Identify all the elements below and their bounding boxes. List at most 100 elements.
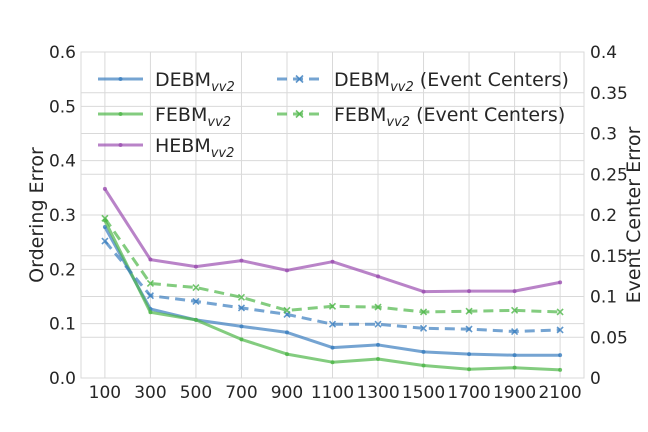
y-tick-label-right: 0.05: [590, 328, 628, 348]
y-tick-label-right: 0.1: [590, 288, 617, 308]
data-point: [558, 353, 563, 358]
legend-label: DEBMvv2: [155, 69, 235, 95]
legend: DEBMvv2 FEBMvv2 HEBMvv2 DEBMvv2 (Event Cent…: [98, 69, 569, 161]
y-tick-label-right: 0.4: [590, 43, 617, 63]
data-point: [193, 264, 198, 269]
y-axis-label-right: Event Center Error: [623, 126, 645, 303]
series-line: [103, 240, 561, 333]
legend-label: FEBMvv2 (Event Centers): [334, 104, 565, 130]
data-point: [239, 258, 244, 263]
data-point: [558, 280, 563, 285]
data-point: [467, 367, 472, 372]
data-point: [556, 308, 564, 316]
legend-marker: [118, 143, 123, 147]
x-tick-label: 100: [89, 383, 121, 403]
data-point: [467, 289, 472, 294]
data-point: [512, 353, 517, 358]
data-point: [330, 360, 335, 365]
data-point: [237, 304, 246, 312]
grid: [80, 51, 585, 379]
x-tick-label: 300: [134, 383, 166, 403]
legend-marker: [118, 112, 123, 116]
series-3: [101, 237, 564, 336]
data-point: [193, 317, 198, 322]
y-axis-label-left: Ordering Error: [26, 147, 48, 283]
data-point: [511, 327, 519, 336]
series-2: [102, 186, 563, 294]
legend-label: HEBMvv2: [155, 135, 234, 161]
data-point: [237, 293, 246, 301]
data-point: [512, 365, 517, 370]
x-tick-label: 1500: [402, 383, 445, 403]
data-point: [192, 283, 200, 292]
data-point: [465, 325, 473, 333]
y-tick-label-left: 0.3: [49, 206, 76, 226]
tick-layer: 100 300 500 700 900 1100 1300 1500 1700 1900 2100 0…: [49, 43, 628, 403]
y-tick-label-left: 0.1: [49, 315, 76, 335]
data-point: [421, 349, 426, 354]
y-tick-label-right: 0.3: [590, 125, 617, 145]
data-point: [421, 363, 426, 368]
data-point: [102, 224, 107, 229]
data-point: [284, 352, 289, 357]
legend-entry-3: DEBMvv2 (Event Centers): [277, 69, 569, 95]
data-point: [374, 320, 382, 328]
data-point: [421, 289, 426, 294]
y-tick-label-right: 0.35: [590, 84, 628, 104]
data-point: [376, 342, 381, 347]
data-point: [284, 330, 289, 335]
data-point: [419, 324, 428, 332]
data-point: [511, 306, 519, 314]
data-point: [328, 302, 337, 310]
x-tick-label: 700: [225, 383, 257, 403]
data-point: [558, 367, 563, 372]
y-tick-label-left: 0.4: [49, 152, 76, 172]
data-point: [512, 289, 517, 294]
data-point: [146, 292, 154, 300]
data-point: [239, 337, 244, 342]
series-4: [101, 214, 564, 316]
y-tick-label-right: 0.15: [590, 247, 628, 267]
x-tick-label: 1900: [493, 383, 536, 403]
legend-marker: [295, 74, 304, 84]
y-tick-label-left: 0.6: [49, 43, 76, 63]
legend-marker: [295, 109, 304, 119]
data-point: [192, 297, 200, 305]
data-point: [101, 214, 109, 222]
legend-marker: [118, 77, 123, 81]
y-tick-label-right: 0: [590, 369, 601, 389]
legend-entry-1: FEBMvv2: [98, 104, 231, 130]
legend-label: FEBMvv2: [155, 104, 231, 130]
data-point: [419, 308, 428, 316]
data-point: [283, 306, 291, 314]
data-point: [328, 320, 337, 328]
legend-entry-2: HEBMvv2: [98, 135, 234, 161]
x-tick-label: 900: [271, 383, 303, 403]
series-layer: [101, 186, 564, 372]
data-point: [148, 310, 153, 315]
data-point: [284, 268, 289, 273]
x-tick-label: 1100: [311, 383, 354, 403]
legend-entry-0: DEBMvv2: [98, 69, 235, 95]
y-tick-label-left: 0.5: [49, 97, 76, 117]
data-point: [148, 257, 153, 262]
plot-frame: [80, 51, 585, 379]
data-point: [467, 352, 472, 357]
data-point: [376, 274, 381, 279]
x-tick-label: 2100: [538, 383, 581, 403]
y-tick-label-left: 0.0: [49, 369, 76, 389]
x-tick-label: 500: [180, 383, 212, 403]
data-point: [146, 279, 154, 288]
data-point: [374, 303, 382, 311]
x-tick-label: 1700: [447, 383, 490, 403]
x-tick-label: 1300: [356, 383, 399, 403]
data-point: [239, 324, 244, 329]
data-point: [465, 307, 473, 315]
data-point: [102, 186, 107, 191]
data-point: [330, 345, 335, 350]
y-tick-label-right: 0.2: [590, 206, 617, 226]
y-tick-label-left: 0.2: [49, 260, 76, 280]
data-point: [556, 326, 564, 334]
legend-entry-4: FEBMvv2 (Event Centers): [277, 104, 565, 130]
